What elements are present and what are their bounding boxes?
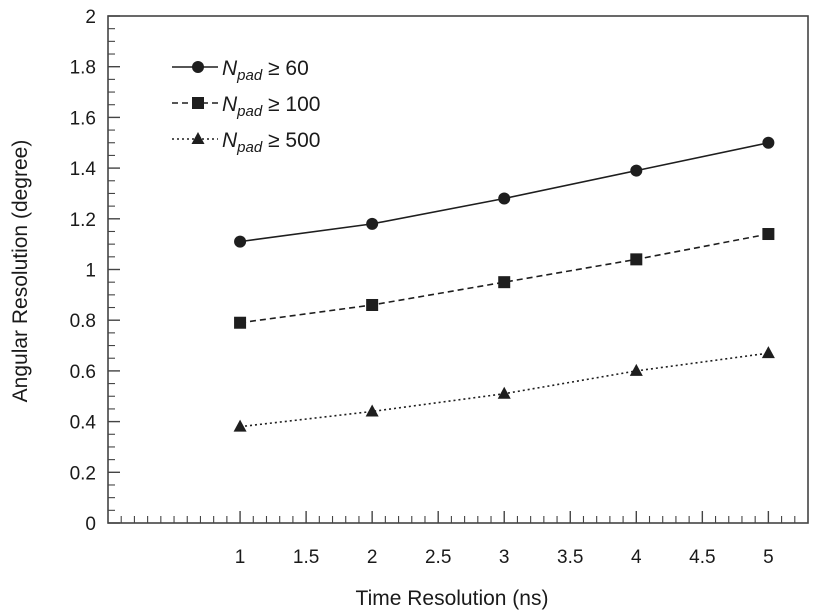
data-point bbox=[234, 316, 247, 329]
series-square bbox=[234, 228, 775, 329]
y-tick-label: 2 bbox=[85, 7, 96, 28]
x-tick-label: 4 bbox=[631, 547, 642, 568]
legend-item: Npad ≥ 100 bbox=[172, 93, 320, 120]
legend-marker bbox=[192, 97, 204, 109]
data-point bbox=[762, 136, 775, 149]
data-point bbox=[366, 298, 379, 311]
legend: Npad ≥ 60 Npad ≥ 100 Npad ≥ 500 bbox=[172, 57, 320, 156]
y-tick-label: 1.4 bbox=[70, 159, 97, 180]
data-point bbox=[498, 276, 511, 289]
data-point bbox=[234, 235, 247, 248]
x-axis-title: Time Resolution (ns) bbox=[356, 587, 549, 610]
data-point bbox=[630, 164, 643, 177]
data-point bbox=[497, 386, 511, 399]
y-tick-label: 0.6 bbox=[70, 362, 96, 383]
data-point bbox=[366, 217, 379, 230]
plot-frame bbox=[107, 15, 809, 524]
x-tick-label: 2.5 bbox=[425, 547, 451, 568]
y-tick-label: 0.4 bbox=[70, 413, 97, 434]
legend-marker bbox=[191, 132, 205, 144]
y-tick-label: 0 bbox=[85, 514, 96, 535]
legend-item: Npad ≥ 60 bbox=[172, 57, 309, 84]
series-line bbox=[239, 141, 769, 243]
data-point bbox=[630, 253, 643, 266]
y-tick-label: 1 bbox=[85, 261, 96, 282]
series-circle bbox=[234, 136, 775, 248]
x-tick-label: 1 bbox=[235, 547, 246, 568]
y-axis-title: Angular Resolution (degree) bbox=[9, 140, 32, 403]
data-point bbox=[233, 419, 247, 432]
x-tick-label: 5 bbox=[763, 547, 774, 568]
y-tick-label: 0.8 bbox=[70, 311, 96, 332]
x-tick-label: 2 bbox=[367, 547, 378, 568]
legend-label: Npad ≥ 60 bbox=[222, 57, 309, 84]
legend-label: Npad ≥ 500 bbox=[222, 129, 320, 156]
x-tick-label: 3 bbox=[499, 547, 510, 568]
data-point bbox=[365, 404, 379, 417]
x-tick-label: 4.5 bbox=[689, 547, 715, 568]
x-tick-label: 3.5 bbox=[557, 547, 583, 568]
legend-item: Npad ≥ 500 bbox=[172, 129, 320, 156]
data-point bbox=[498, 192, 511, 205]
series-triangle bbox=[233, 346, 775, 432]
y-tick-label: 1.8 bbox=[70, 58, 96, 79]
data-point bbox=[762, 228, 775, 241]
legend-label: Npad ≥ 100 bbox=[222, 93, 320, 120]
y-tick-label: 0.2 bbox=[70, 463, 96, 484]
data-point bbox=[761, 346, 775, 359]
y-tick-label: 1.6 bbox=[70, 108, 96, 129]
y-tick-label: 1.2 bbox=[70, 210, 96, 231]
legend-marker bbox=[192, 61, 204, 73]
x-tick-label: 1.5 bbox=[293, 547, 319, 568]
data-point bbox=[629, 363, 643, 376]
